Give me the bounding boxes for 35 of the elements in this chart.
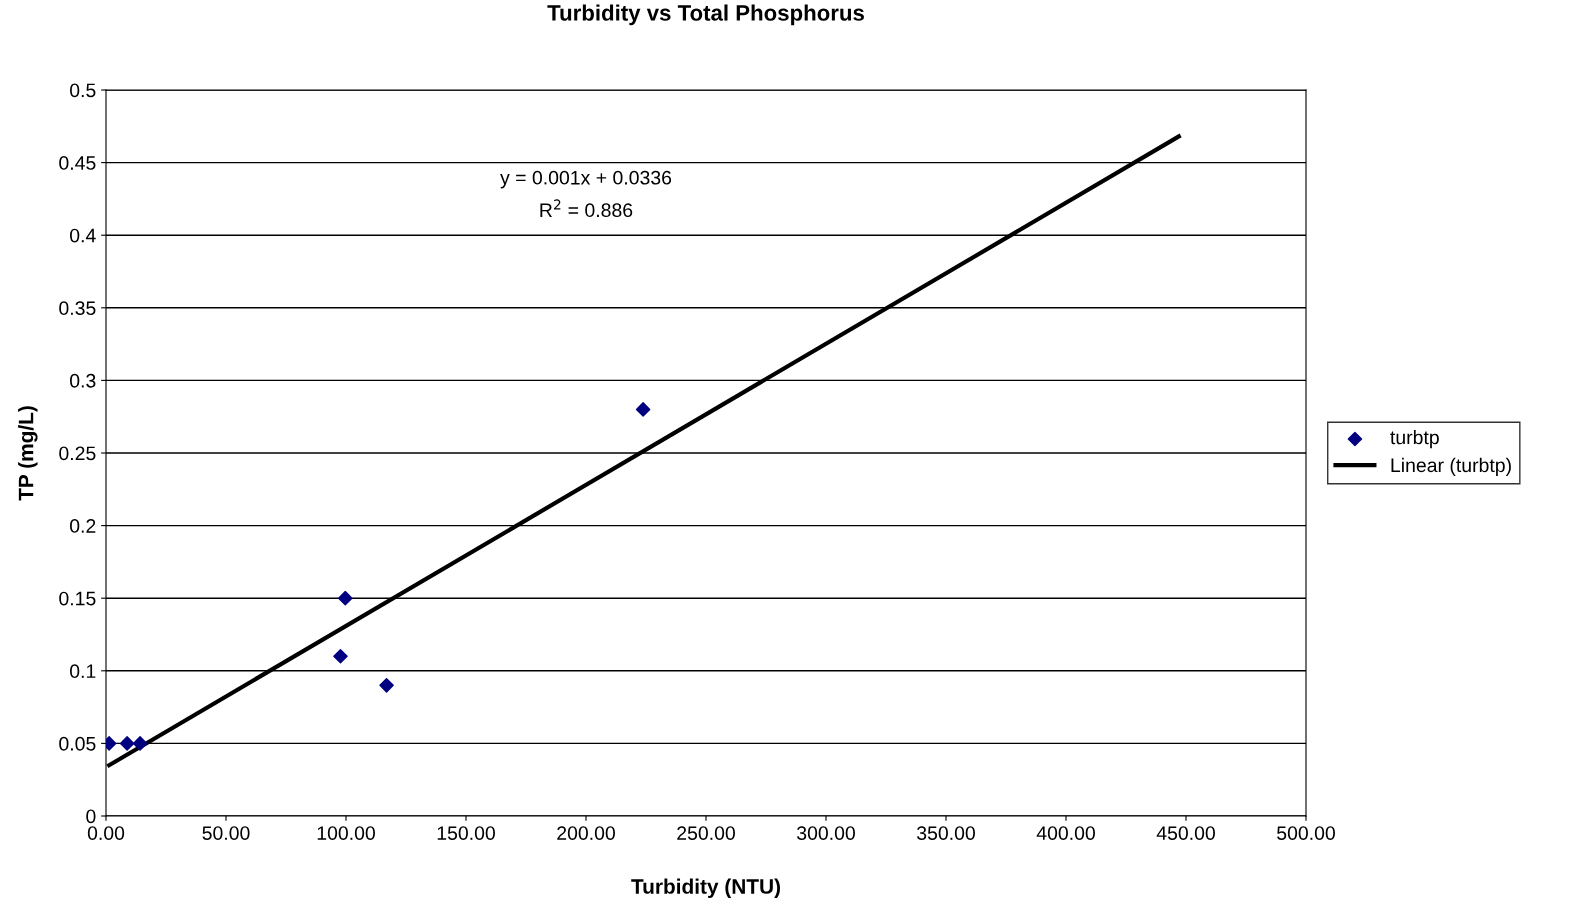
annotation: R$^{2}$ = 0.886 <box>540 199 633 218</box>
x-axis-title: Turbidity (NTU) <box>631 878 780 898</box>
x-tick-label: 500.00 <box>1277 826 1335 840</box>
y-tick-label: 0 <box>86 809 96 824</box>
point <box>119 736 135 751</box>
legend-label: turbtp <box>1390 430 1439 449</box>
y-tick-label: 0.2 <box>70 519 96 533</box>
y-tick-label: 0.05 <box>59 736 96 751</box>
point <box>337 590 353 606</box>
annotation: y = 0.001x + 0.0336 <box>500 170 672 189</box>
x-tick-label: 250.00 <box>677 826 735 840</box>
x-tick-label: 350.00 <box>917 826 975 840</box>
x-tick-label: 150.00 <box>437 826 495 840</box>
x-tick-label: 450.00 <box>1156 826 1215 840</box>
point <box>635 402 651 417</box>
chart-title: Turbidity vs Total Phosphorus <box>547 4 864 26</box>
x-tick-label: 300.00 <box>797 826 855 840</box>
x-tick-label: 50.00 <box>202 826 250 840</box>
y-tick-label: 0.5 <box>70 83 96 98</box>
y-tick-label: 0.45 <box>59 156 96 170</box>
y-tick-label: 0.4 <box>70 228 96 243</box>
y-axis-title: TP (mg/L) <box>18 406 38 501</box>
x-tick-label: 200.00 <box>557 826 615 840</box>
y-tick-label: 0.3 <box>70 373 96 388</box>
x-tick-label: 400.00 <box>1036 826 1095 840</box>
x-tick-label: 100.00 <box>317 826 375 840</box>
x-tick-label: 0.00 <box>87 826 125 840</box>
y-tick-label: 0.25 <box>59 446 96 461</box>
y-tick-label: 0.15 <box>59 591 96 606</box>
y-tick-label: 0.35 <box>59 301 96 316</box>
legend-label: Linear (turbtp) <box>1391 457 1511 476</box>
y-tick-label: 0.1 <box>70 664 96 679</box>
point <box>379 678 394 693</box>
point <box>132 736 148 751</box>
point <box>333 648 348 664</box>
